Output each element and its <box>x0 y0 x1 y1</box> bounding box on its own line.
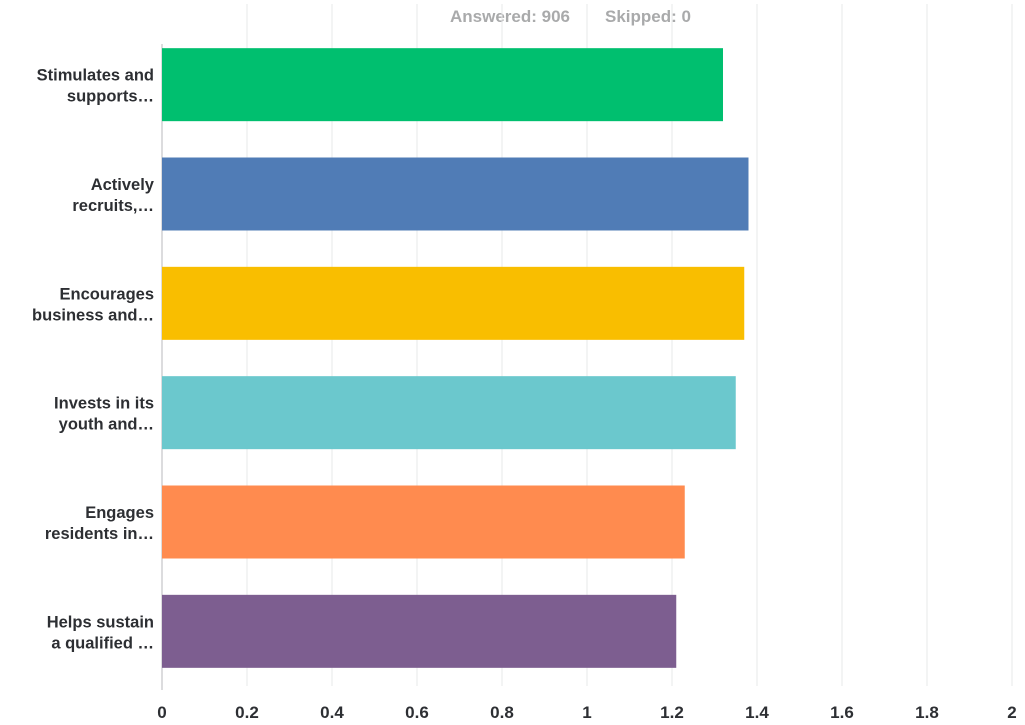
category-labels: Stimulates and supports… Actively recruits,… <box>32 67 155 653</box>
category-label: Engages residents in… <box>45 504 154 543</box>
bar <box>162 266 745 340</box>
bar <box>162 157 749 231</box>
x-tick-label: 0.2 <box>235 703 259 722</box>
category-label: Helps sustain a qualified … <box>47 613 154 652</box>
skipped-count: Skipped: 0 <box>605 7 691 26</box>
bar <box>162 48 723 122</box>
category-label: Stimulates and supports… <box>37 67 154 106</box>
x-tick-label: 1.4 <box>745 703 769 722</box>
category-label: Encourages business and… <box>32 285 154 324</box>
x-tick-label: 1.6 <box>830 703 854 722</box>
x-tick-label: 0.8 <box>490 703 514 722</box>
answered-count: Answered: 906 <box>450 7 570 26</box>
x-tick-label: 2 <box>1007 703 1016 722</box>
x-tick-label: 0 <box>157 703 166 722</box>
x-axis-tick-labels: 0 0.2 0.4 0.6 0.8 1 1.2 1.4 1.6 1.8 2 <box>157 703 1016 722</box>
x-tick-label: 1.8 <box>915 703 939 722</box>
bar <box>162 376 736 450</box>
x-tick-label: 1.2 <box>660 703 684 722</box>
bar <box>162 594 677 668</box>
category-label: Actively recruits,… <box>72 176 154 215</box>
x-tick-label: 0.6 <box>405 703 429 722</box>
x-tick-label: 0.4 <box>320 703 344 722</box>
bar <box>162 485 685 559</box>
x-tick-label: 1 <box>582 703 591 722</box>
category-label: Invests in its youth and… <box>54 395 154 434</box>
bars <box>162 48 749 668</box>
